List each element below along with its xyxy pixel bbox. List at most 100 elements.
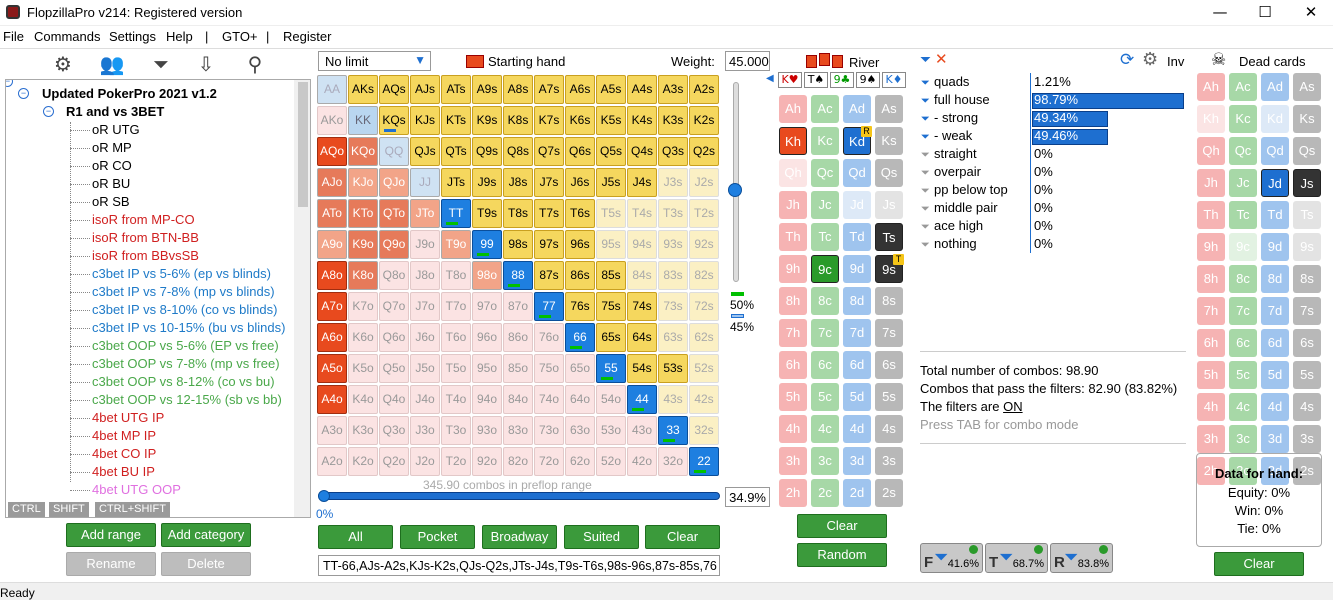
board-slot[interactable]: K♦ [882,72,906,88]
filter-label[interactable]: quads [934,74,970,89]
hand-cell-76o[interactable]: 76o [534,323,564,352]
dead-card-Qh[interactable]: Qh [1197,137,1225,165]
hand-cell-T3s[interactable]: T3s [658,199,688,228]
hand-cell-52o[interactable]: 52o [596,447,626,476]
dead-card-9c[interactable]: 9c [1229,233,1257,261]
dead-card-Kh[interactable]: Kh [1197,105,1225,133]
tree-item[interactable]: 4bet UTG IP [92,410,165,425]
street-filter-R[interactable]: R ⏷ 83.8% [1050,543,1113,573]
hand-cell-Q8s[interactable]: Q8s [503,137,533,166]
hand-cell-63s[interactable]: 63s [658,323,688,352]
board-card-3s[interactable]: 3s [875,447,903,475]
dead-card-5d[interactable]: 5d [1261,361,1289,389]
dead-card-Th[interactable]: Th [1197,201,1225,229]
hand-cell-84o[interactable]: 84o [503,385,533,414]
hand-cell-53s[interactable]: 53s [658,354,688,383]
hand-cell-Q9o[interactable]: Q9o [379,230,409,259]
hand-cell-JJ[interactable]: JJ [410,168,440,197]
minimize-button[interactable]: — [1212,3,1228,21]
hand-cell-82s[interactable]: 82s [689,261,719,290]
tree-item[interactable]: 4bet MP IP [92,428,157,443]
hand-cell-Q2s[interactable]: Q2s [689,137,719,166]
hand-cell-AJo[interactable]: AJo [317,168,347,197]
board-card-Qc[interactable]: Qc [811,159,839,187]
board-card-4h[interactable]: 4h [779,415,807,443]
hand-cell-98s[interactable]: 98s [503,230,533,259]
gear-icon[interactable]: ⚙ [54,52,72,76]
menu-help[interactable]: Help [166,29,193,44]
hand-cell-J7s[interactable]: J7s [534,168,564,197]
hand-cell-93s[interactable]: 93s [658,230,688,259]
hand-cell-T8o[interactable]: T8o [441,261,471,290]
hand-cell-QQ[interactable]: QQ [379,137,409,166]
broadway-button[interactable]: Broadway [482,525,557,549]
hand-cell-65s[interactable]: 65s [596,323,626,352]
hand-cell-J8s[interactable]: J8s [503,168,533,197]
hand-cell-86s[interactable]: 86s [565,261,595,290]
hand-cell-AJs[interactable]: AJs [410,75,440,104]
hand-cell-Q9s[interactable]: Q9s [472,137,502,166]
hand-cell-K5s[interactable]: K5s [596,106,626,135]
hand-cell-Q3s[interactable]: Q3s [658,137,688,166]
hand-cell-T6o[interactable]: T6o [441,323,471,352]
hand-cell-Q4s[interactable]: Q4s [627,137,657,166]
hand-cell-T2s[interactable]: T2s [689,199,719,228]
board-card-Jh[interactable]: Jh [779,191,807,219]
dead-card-5c[interactable]: 5c [1229,361,1257,389]
hand-cell-QJo[interactable]: QJo [379,168,409,197]
hand-cell-AQs[interactable]: AQs [379,75,409,104]
hand-cell-QJs[interactable]: QJs [410,137,440,166]
gear-icon[interactable]: ⚙ [1142,49,1159,70]
board-card-6h[interactable]: 6h [779,351,807,379]
hand-cell-J9o[interactable]: J9o [410,230,440,259]
hand-cell-J4o[interactable]: J4o [410,385,440,414]
hand-cell-KQo[interactable]: KQo [348,137,378,166]
hand-cell-J5o[interactable]: J5o [410,354,440,383]
hand-cell-QTo[interactable]: QTo [379,199,409,228]
street-filter-T[interactable]: T ⏷ 68.7% [985,543,1048,573]
tree-item[interactable]: c3bet IP vs 8-10% (co vs blinds) [92,302,278,317]
board-random-button[interactable]: Random [797,543,887,567]
dead-card-Ts[interactable]: Ts [1293,201,1321,229]
hand-cell-33[interactable]: 33 [658,416,688,445]
hand-cell-85s[interactable]: 85s [596,261,626,290]
board-card-8d[interactable]: 8d [843,287,871,315]
hand-cell-J2o[interactable]: J2o [410,447,440,476]
hand-cell-95s[interactable]: 95s [596,230,626,259]
hand-cell-AA[interactable]: AA [317,75,347,104]
hand-cell-T5o[interactable]: T5o [441,354,471,383]
range-clear-button[interactable]: Clear [645,525,720,549]
hand-cell-74o[interactable]: 74o [534,385,564,414]
hand-cell-K2o[interactable]: K2o [348,447,378,476]
users-icon[interactable]: 👥 [99,52,125,76]
hand-cell-54s[interactable]: 54s [627,354,657,383]
tree-item[interactable]: oR SB [92,194,130,209]
board-clear-button[interactable]: Clear [797,514,887,538]
board-card-Kh[interactable]: Kh [779,127,807,155]
hand-cell-K6o[interactable]: K6o [348,323,378,352]
tree-item[interactable]: c3bet IP vs 10-15% (bu vs blinds) [92,320,286,335]
board-card-Th[interactable]: Th [779,223,807,251]
tree-item[interactable]: oR MP [92,140,132,155]
dead-card-3s[interactable]: 3s [1293,425,1321,453]
filter-icon[interactable]: ⏷ [921,76,930,89]
hand-cell-52s[interactable]: 52s [689,354,719,383]
dead-card-2c[interactable]: 2c [1229,457,1257,485]
hand-cell-K7s[interactable]: K7s [534,106,564,135]
board-slot[interactable]: K♥ [778,72,802,88]
board-slot[interactable]: 9♣ [830,72,854,88]
dead-card-Qd[interactable]: Qd [1261,137,1289,165]
hand-cell-63o[interactable]: 63o [565,416,595,445]
dead-card-8d[interactable]: 8d [1261,265,1289,293]
board-card-4d[interactable]: 4d [843,415,871,443]
board-card-Qh[interactable]: Qh [779,159,807,187]
board-slot[interactable]: 9♠ [856,72,880,88]
hand-cell-J8o[interactable]: J8o [410,261,440,290]
hand-cell-A8o[interactable]: A8o [317,261,347,290]
board-card-2c[interactable]: 2c [811,479,839,507]
board-card-4s[interactable]: 4s [875,415,903,443]
hand-cell-87o[interactable]: 87o [503,292,533,321]
suited-button[interactable]: Suited [564,525,639,549]
filter-label[interactable]: nothing [934,236,977,251]
hand-cell-T4o[interactable]: T4o [441,385,471,414]
